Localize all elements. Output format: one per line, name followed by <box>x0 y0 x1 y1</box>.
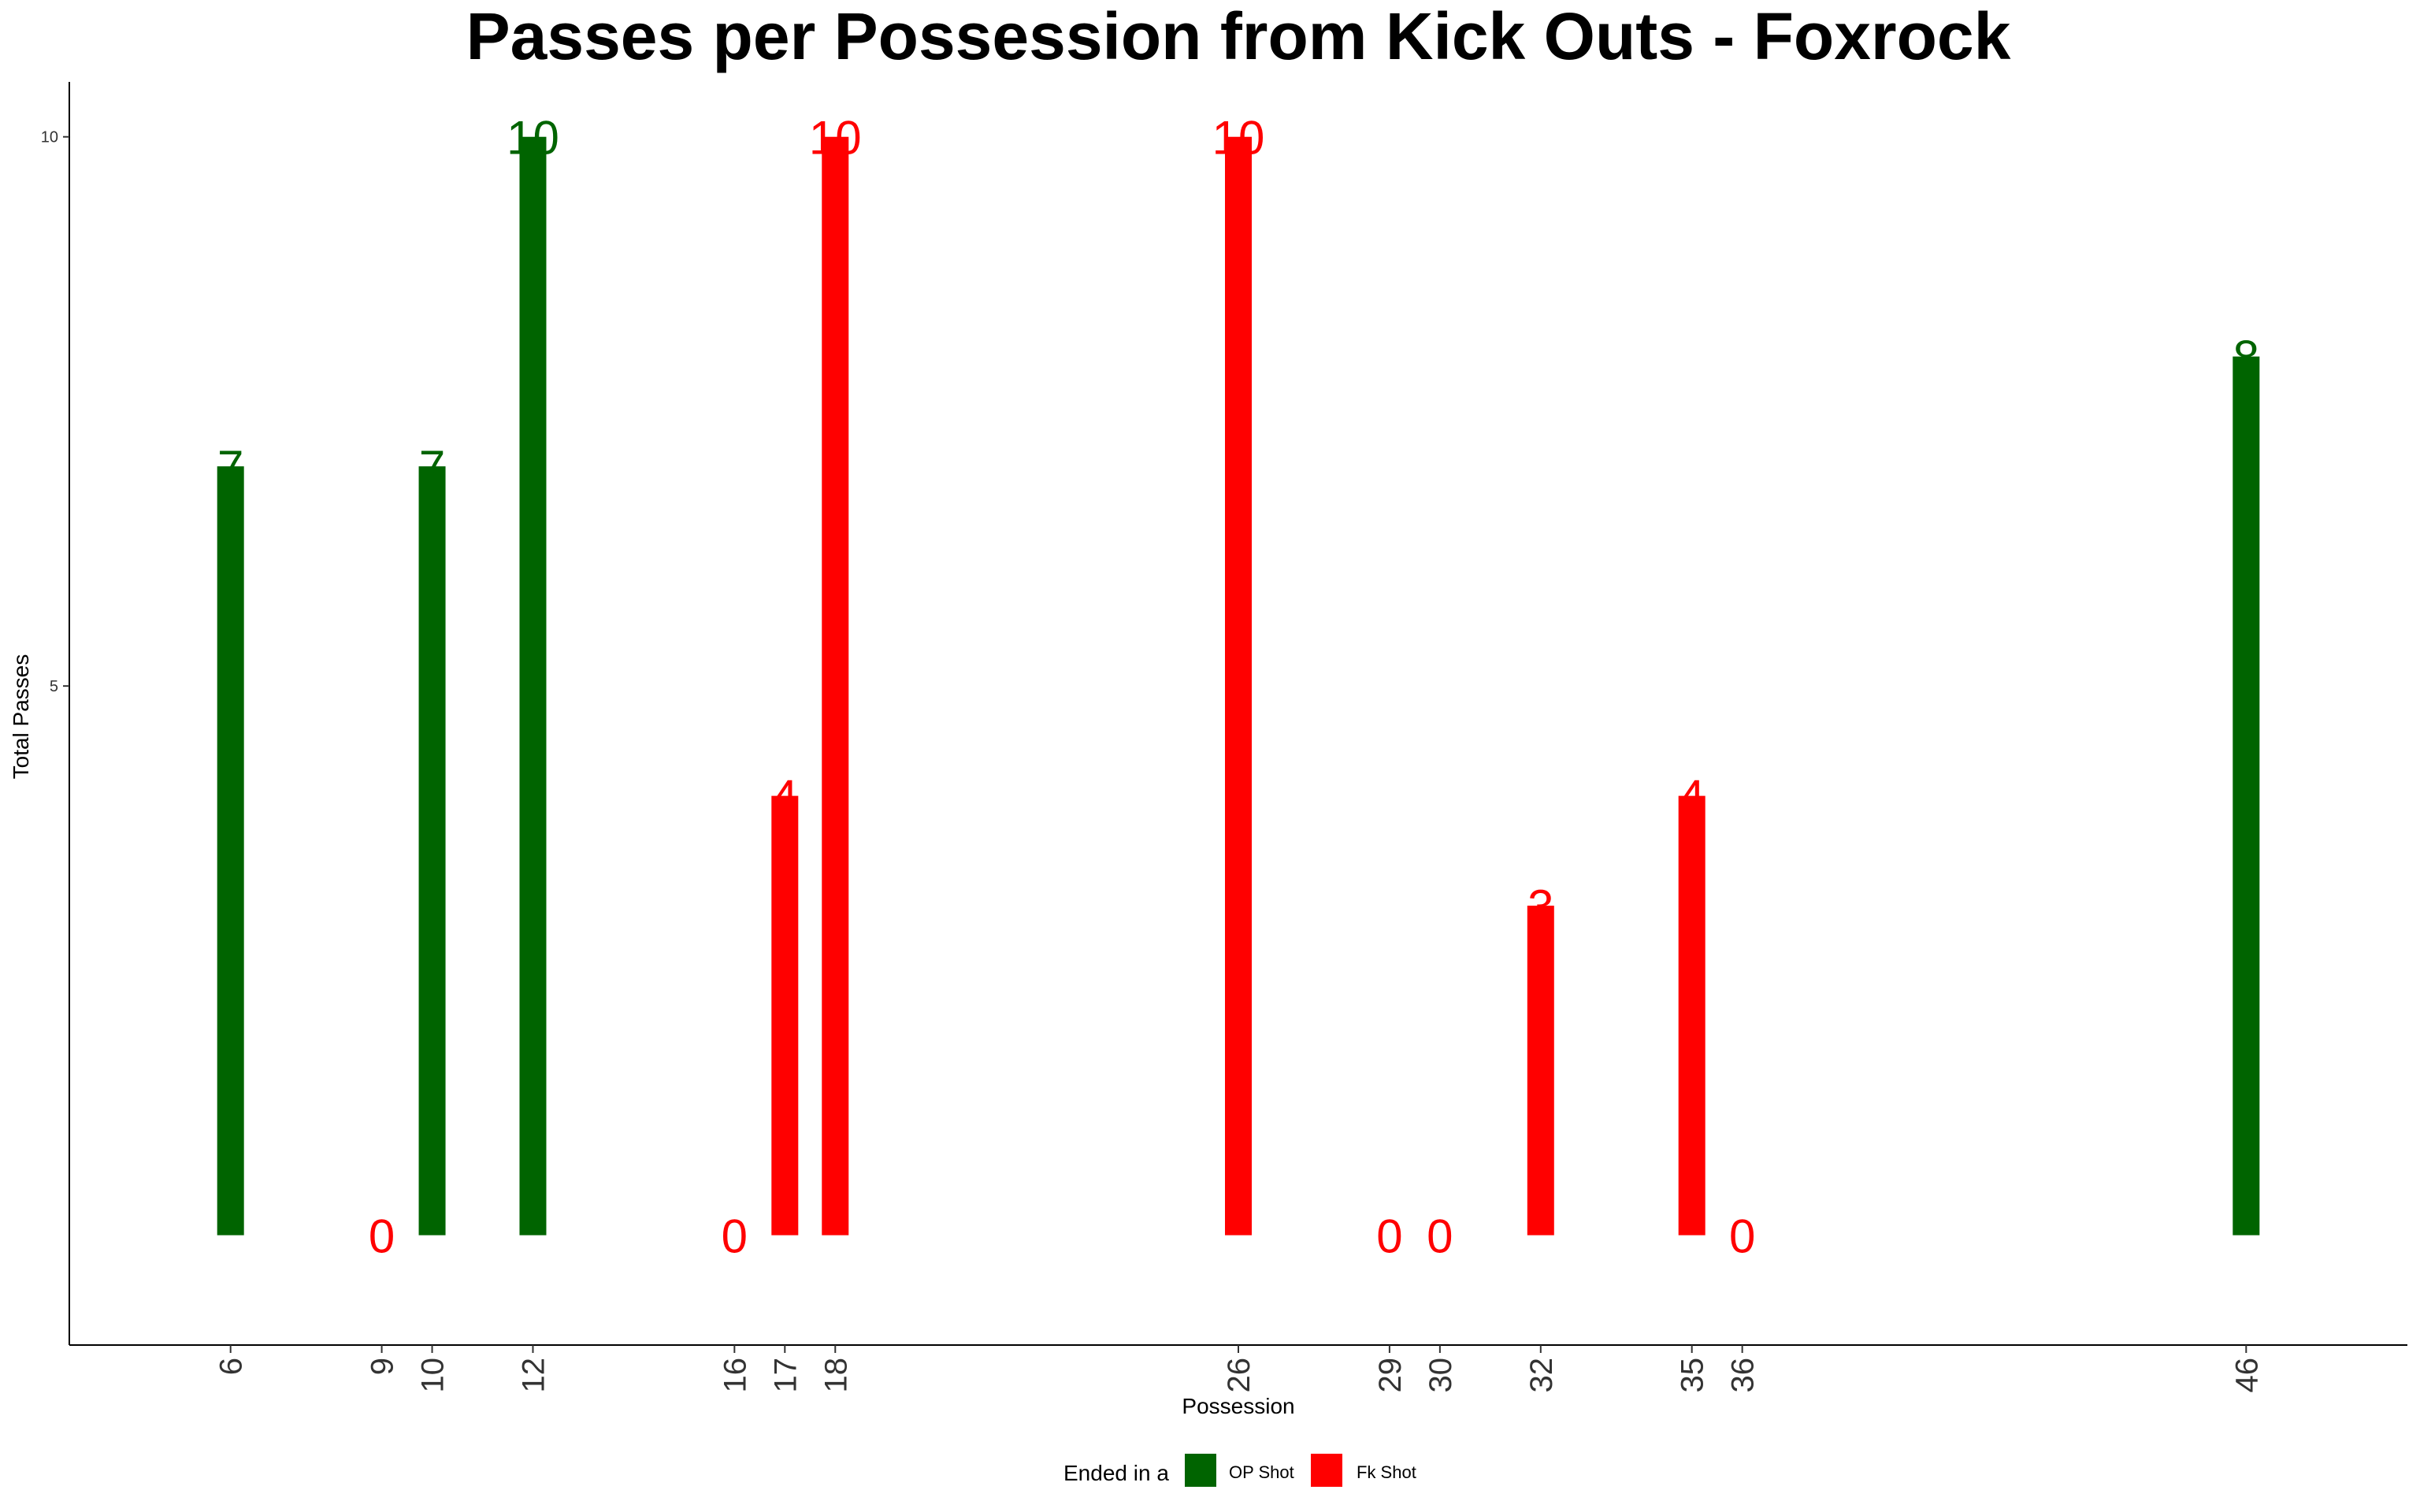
x-tick-label: 12 <box>516 1358 551 1393</box>
data-label-possession-29: 0 <box>1376 1210 1402 1263</box>
x-tick-label: 30 <box>1423 1358 1458 1393</box>
data-label-possession-36: 0 <box>1729 1210 1755 1263</box>
data-label-possession-46: 8 <box>2233 332 2259 384</box>
x-axis-title: Possession <box>1182 1394 1294 1418</box>
bar-possession-35 <box>1678 795 1706 1236</box>
x-tick-label: 17 <box>768 1358 803 1393</box>
y-axis-title: Total Passes <box>9 654 33 780</box>
data-label-possession-35: 4 <box>1679 771 1705 824</box>
y-tick-label: 5 <box>50 678 58 695</box>
x-tick-label: 16 <box>718 1358 752 1393</box>
legend-title: Ended in a <box>1063 1461 1169 1485</box>
data-label-possession-12: 10 <box>507 112 559 165</box>
bar-possession-10 <box>418 466 446 1236</box>
y-tick-label: 10 <box>41 129 58 146</box>
legend-label-fk: Fk Shot <box>1357 1462 1416 1482</box>
x-tick-label: 32 <box>1524 1358 1559 1393</box>
bars-layer <box>217 136 2260 1236</box>
x-tick-label: 46 <box>2229 1358 2264 1393</box>
bar-possession-18 <box>822 136 849 1236</box>
bar-possession-26 <box>1225 136 1252 1236</box>
bar-possession-46 <box>2233 356 2260 1236</box>
bar-possession-6 <box>217 466 244 1236</box>
bar-possession-12 <box>519 136 547 1236</box>
legend-label-op: OP Shot <box>1229 1462 1294 1482</box>
data-label-possession-18: 10 <box>809 112 862 165</box>
data-label-possession-30: 0 <box>1427 1210 1453 1263</box>
x-tick-label: 36 <box>1726 1358 1761 1393</box>
bar-possession-32 <box>1527 906 1554 1236</box>
x-tick-label: 18 <box>818 1358 853 1393</box>
x-tick-label: 10 <box>416 1358 451 1393</box>
data-label-possession-26: 10 <box>1212 112 1265 165</box>
bar-possession-17 <box>771 795 799 1236</box>
x-tick-label: 35 <box>1676 1358 1710 1393</box>
data-label-possession-32: 3 <box>1527 880 1553 933</box>
legend: Ended in a OP Shot Fk Shot <box>1063 1454 1416 1487</box>
y-ticks-layer: 5 10 <box>41 129 69 695</box>
x-tick-label: 6 <box>214 1358 249 1375</box>
data-label-possession-10: 7 <box>419 441 445 494</box>
data-label-possession-9: 0 <box>369 1210 395 1263</box>
x-ticks-layer: 6 9 10 12 16 17 18 26 29 30 32 35 36 46 <box>214 1345 2264 1393</box>
chart-title: Passes per Possession from Kick Outs - F… <box>466 0 2011 73</box>
data-label-possession-17: 4 <box>772 771 798 824</box>
x-tick-label: 26 <box>1222 1358 1256 1393</box>
data-label-possession-6: 7 <box>217 441 243 494</box>
legend-swatch-fk <box>1311 1454 1342 1487</box>
x-tick-label: 29 <box>1373 1358 1408 1393</box>
x-tick-label: 9 <box>366 1358 400 1375</box>
data-label-possession-16: 0 <box>722 1210 748 1263</box>
legend-swatch-op <box>1185 1454 1216 1487</box>
